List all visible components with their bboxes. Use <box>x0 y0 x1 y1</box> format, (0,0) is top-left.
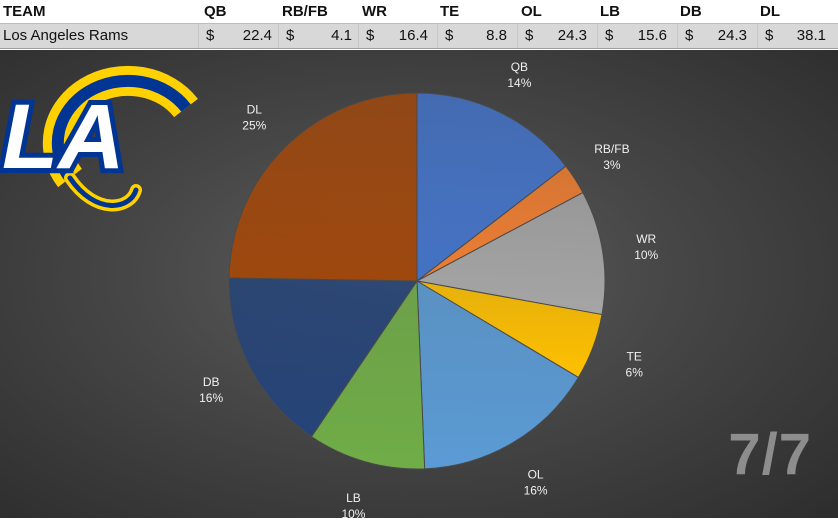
currency-symbol: $ <box>286 27 295 44</box>
slice-label-wr: WR <box>636 232 656 246</box>
table-row: Los Angeles Rams $ 22.4 $ 4.1 $ 16.4 $ 8… <box>0 23 838 49</box>
slice-percent-rb-fb: 3% <box>603 158 621 172</box>
currency-symbol: $ <box>366 27 375 44</box>
header-ol: OL <box>521 3 542 20</box>
slice-percent-dl: 25% <box>242 119 266 133</box>
pie-slice-ol <box>416 280 580 470</box>
value-cell-wr: 16.4 <box>398 27 428 44</box>
currency-symbol: $ <box>445 27 454 44</box>
value-cell-db: 24.3 <box>717 27 747 44</box>
header-rbfb: RB/FB <box>282 3 328 20</box>
header-wr: WR <box>362 3 387 20</box>
currency-symbol: $ <box>525 27 534 44</box>
slice-label-rb-fb: RB/FB <box>594 142 629 156</box>
currency-symbol: $ <box>605 27 614 44</box>
pie-slice-qb <box>416 92 567 283</box>
pie-slice-db <box>228 277 418 438</box>
currency-symbol: $ <box>206 27 215 44</box>
slice-percent-lb: 10% <box>341 507 365 518</box>
value-cell-dl: 38.1 <box>796 27 826 44</box>
value-cell-ol: 24.3 <box>557 27 587 44</box>
team-name-cell: Los Angeles Rams <box>3 27 129 44</box>
rams-logo: LA LA <box>0 65 198 212</box>
page-indicator: 7/7 <box>728 422 812 487</box>
header-qb: QB <box>204 3 227 20</box>
currency-symbol: $ <box>685 27 694 44</box>
pie-slice-dl <box>228 92 418 282</box>
header-lb: LB <box>600 3 620 20</box>
value-cell-te: 8.8 <box>486 27 507 44</box>
header-te: TE <box>440 3 460 20</box>
header-team: TEAM <box>3 3 46 20</box>
header-dl: DL <box>760 3 780 20</box>
rams-horn-icon <box>42 65 198 212</box>
slice-label-lb: LB <box>346 491 361 505</box>
header-db: DB <box>680 3 702 20</box>
slice-label-db: DB <box>203 375 220 389</box>
value-cell-qb: 22.4 <box>242 27 272 44</box>
spreadsheet-table: TEAM QB RB/FB WR TE OL LB DB DL Los Ange… <box>0 0 838 49</box>
logo-text: LA <box>2 86 125 188</box>
pie-slice-wr <box>415 191 606 316</box>
la-letters: LA LA <box>0 81 130 193</box>
slice-percent-te: 6% <box>626 366 644 380</box>
slice-percent-db: 16% <box>199 391 223 405</box>
value-cell-rbfb: 4.1 <box>331 27 352 44</box>
pie-chart-area: LA LA QB 14% RB/FB 3% WR 10% TE 6% OL 16% LB 10% DB 1… <box>0 50 838 518</box>
slice-label-te: TE <box>627 350 642 364</box>
pie-chart: QB 14% RB/FB 3% WR 10% TE 6% OL 16% LB 10% DB 16% DL 25… <box>199 60 658 518</box>
logo-text: LA <box>2 86 125 188</box>
slice-label-qb: QB <box>511 60 528 74</box>
slice-percent-ol: 16% <box>524 483 548 497</box>
slice-percent-qb: 14% <box>507 76 531 90</box>
currency-symbol: $ <box>765 27 774 44</box>
value-cell-lb: 15.6 <box>637 27 667 44</box>
pie-slice-lb <box>310 279 426 470</box>
table-header-row: TEAM QB RB/FB WR TE OL LB DB DL <box>0 0 838 23</box>
slice-label-ol: OL <box>528 467 544 481</box>
slice-label-dl: DL <box>247 103 263 117</box>
slice-percent-wr: 10% <box>634 248 658 262</box>
